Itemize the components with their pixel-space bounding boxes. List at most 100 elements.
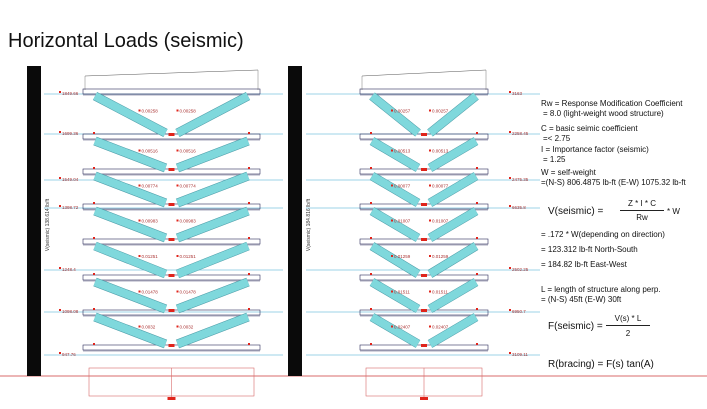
right-joint-marker [476, 273, 478, 275]
left-brace-marker [138, 149, 141, 152]
left-brace-marker [176, 290, 179, 293]
left-brace-marker [138, 109, 141, 112]
right-brace-marker [391, 219, 393, 222]
right-joint-marker [370, 132, 372, 134]
right-brace [427, 92, 479, 137]
left-floor-value: 1699.36 [62, 131, 79, 136]
right-brace-marker [429, 219, 431, 222]
left-frame [27, 66, 283, 400]
right-brace-marker [391, 255, 393, 257]
left-brace [93, 207, 167, 242]
left-floor-slab [82, 88, 261, 95]
left-brace [176, 207, 250, 242]
note-c-line2: =< 2.75 [543, 134, 571, 143]
left-floor-value: 1398.72 [62, 205, 79, 210]
left-brace [93, 172, 167, 207]
left-brace-value: 0.00516 [142, 149, 159, 154]
left-joint-marker [168, 309, 175, 312]
right-load-marker [509, 352, 511, 354]
left-brace-marker [138, 325, 141, 328]
left-joint-marker [93, 273, 95, 275]
right-brace-marker [391, 184, 393, 187]
right-load-marker [509, 309, 511, 311]
left-brace-marker [176, 219, 179, 222]
left-brace-marker [138, 290, 141, 293]
left-brace-value: 0.01251 [142, 254, 159, 259]
left-brace-value: 0.00516 [180, 149, 197, 154]
left-joint-marker [248, 273, 250, 275]
right-brace-value: 0.02407 [432, 325, 449, 330]
right-joint-marker [476, 202, 478, 204]
right-brace-value: 0.01259 [394, 254, 411, 259]
right-black-band [288, 66, 302, 376]
left-joint-marker [168, 274, 175, 277]
right-joint-marker [421, 168, 427, 171]
note-i-line2: = 1.25 [543, 155, 566, 164]
right-brace [369, 242, 421, 278]
right-frame [288, 66, 540, 400]
right-brace-value: 0.00257 [432, 109, 449, 114]
right-brace-marker [429, 325, 431, 328]
left-brace [93, 278, 167, 313]
left-floor-value: 947.76 [62, 352, 76, 357]
left-load-marker [59, 131, 61, 133]
left-brace-value: 0.00258 [142, 109, 159, 114]
right-brace-value: 0.00077 [432, 184, 449, 189]
right-joint-marker [421, 133, 427, 136]
left-joint-marker [248, 132, 250, 134]
right-floor-value: 6635.8 [512, 205, 526, 210]
note-l-line1: L = length of structure along perp. [541, 285, 661, 294]
left-brace [176, 172, 250, 207]
left-load-marker [59, 309, 61, 311]
right-brace-value: 0.01007 [432, 219, 449, 224]
right-brace-value: 0.02407 [394, 325, 411, 330]
note-i-line1: I = Importance factor (seismic) [541, 145, 649, 154]
right-joint-marker [370, 308, 372, 310]
left-brace-marker [138, 219, 141, 222]
left-brace-value: 0.00258 [180, 109, 197, 114]
right-brace-marker [429, 255, 431, 257]
left-load-marker [59, 267, 61, 269]
right-brace-value: 0.01511 [394, 290, 410, 295]
right-brace-marker [429, 109, 431, 112]
right-joint-marker [421, 309, 427, 312]
right-joint-marker [370, 343, 372, 345]
formula-f-fraction-bar [606, 325, 650, 326]
right-brace [427, 278, 479, 313]
left-brace [176, 242, 250, 278]
formula-f-numerator: V(s) * L [614, 314, 642, 323]
left-brace-value: 0.00774 [142, 184, 159, 189]
formula-f-lhs: F(seismic) = [548, 321, 603, 332]
right-brace [427, 242, 479, 278]
left-brace [176, 313, 250, 348]
note-w-line1: W = self-weight [541, 168, 596, 177]
right-brace [427, 172, 479, 207]
note-rw-line2: = 8.0 (light-weight wood structure) [543, 109, 664, 118]
left-brace-value: 0.00774 [180, 184, 197, 189]
left-joint-marker [168, 238, 175, 241]
note-l-line2: = (N-S) 45ft (E-W) 30ft [541, 295, 622, 304]
left-roof-line [84, 69, 259, 77]
formula-v-denominator: Rw [636, 213, 648, 222]
right-brace-marker [391, 149, 393, 152]
right-load-marker [509, 267, 511, 269]
left-brace-value: 0.0032 [180, 325, 194, 330]
right-brace [369, 137, 421, 172]
left-floor-value: 1849.66 [62, 91, 79, 96]
right-brace-marker [429, 149, 431, 152]
left-joint-marker [168, 344, 175, 347]
left-load-marker [59, 177, 61, 179]
left-brace-marker [138, 255, 141, 257]
right-floor-value: 2258.45 [512, 131, 529, 136]
right-joint-marker [421, 238, 427, 241]
right-joint-marker [421, 203, 427, 206]
right-brace-value: 0.01259 [432, 254, 449, 259]
right-floor-value: 2475.35 [512, 177, 529, 182]
right-load-marker [509, 205, 511, 207]
left-brace [93, 92, 168, 137]
left-black-band [27, 66, 41, 376]
right-floor-value: 3109.11 [512, 352, 528, 357]
right-brace-marker [391, 290, 393, 293]
left-brace [93, 242, 167, 278]
